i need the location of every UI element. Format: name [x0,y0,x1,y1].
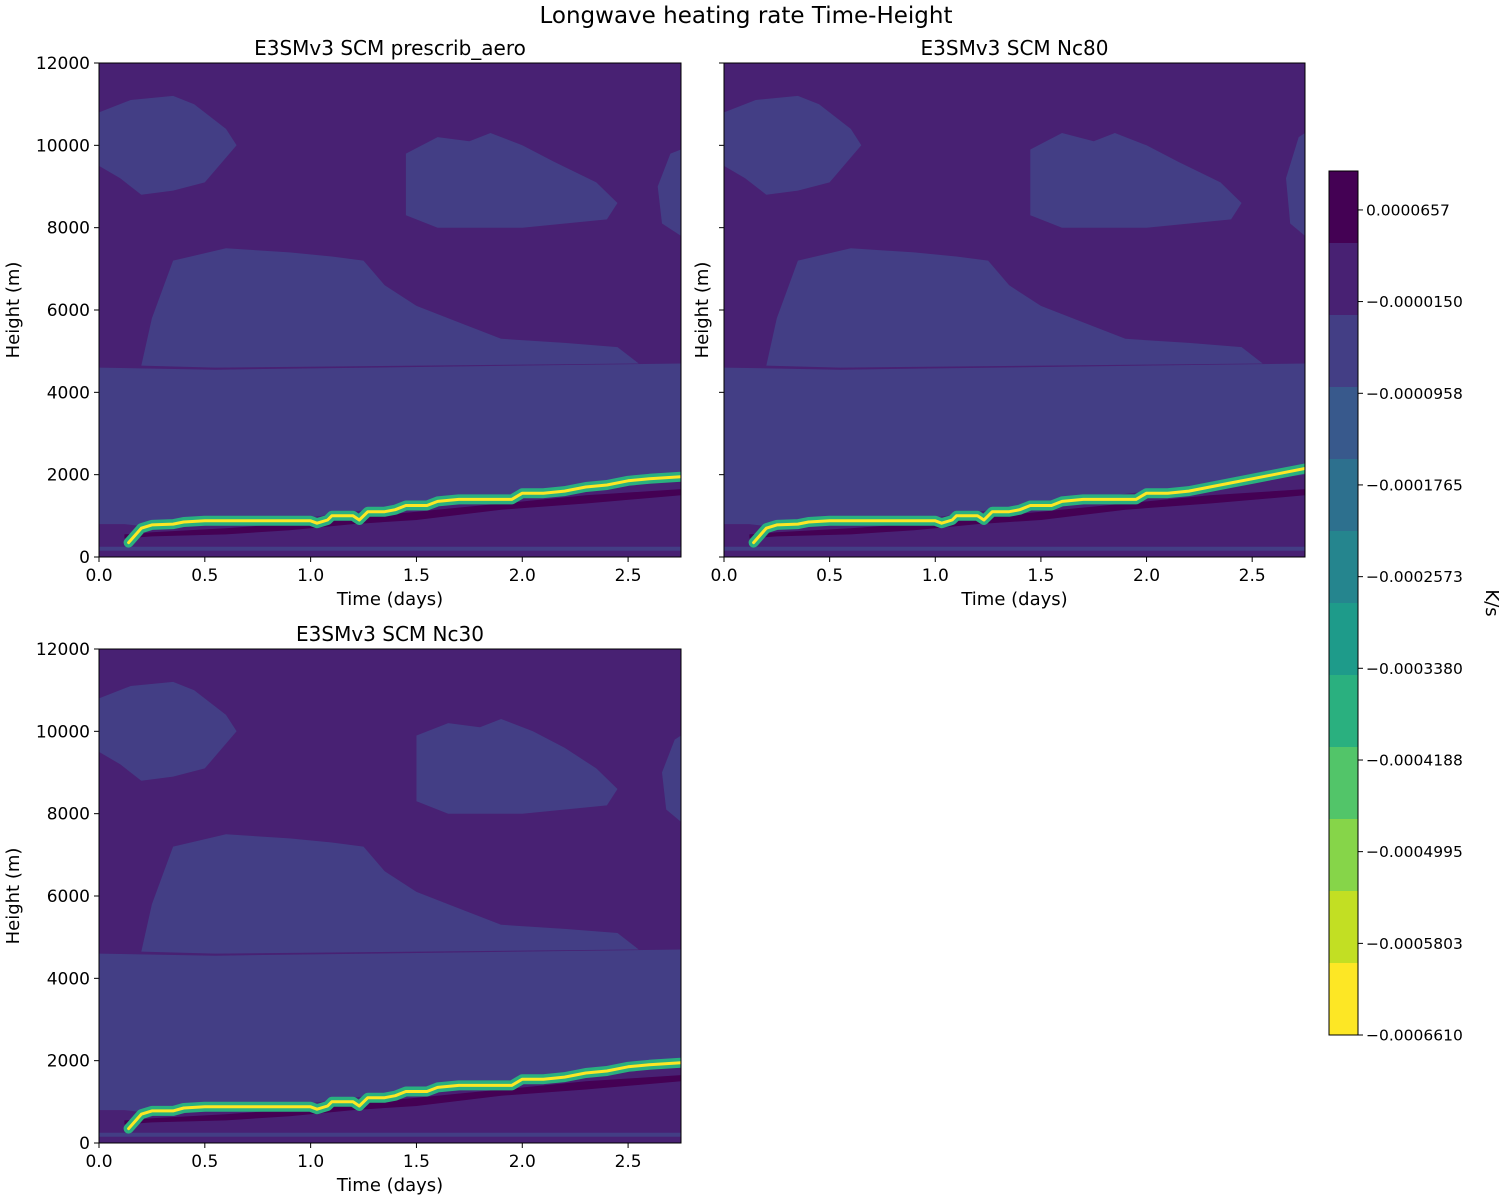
colorbar-tick-label: −0.0005803 [1366,935,1463,953]
x-axis-label: Time (days) [336,1175,443,1196]
inversion-line [752,467,1305,545]
contour-region [99,949,681,1113]
figure-title: Longwave heating rate Time-Height [539,3,952,29]
colorbar-level [1329,459,1358,532]
x-tick-label: 2.0 [509,566,536,586]
subplot-1: 0.0 0.5 1.0 1.5 2.0 2.5 0 2000 4000 6000 8000 10000… [3,36,682,610]
contour-region [99,95,237,195]
y-tick-label: 12000 [36,640,90,660]
x-tick-label: 0.5 [191,1152,218,1172]
y-tick-label: 2000 [47,1052,90,1072]
inversion-line [127,475,681,545]
y-tick-label: 4000 [47,383,90,403]
x-tick-label: 0.5 [191,566,218,586]
subplot-title: E3SMv3 SCM Nc30 [296,622,484,646]
colorbar-level [1329,243,1358,316]
x-tick-label: 1.0 [297,1152,324,1172]
y-axis-label: Height (m) [692,262,713,359]
colorbar-tick-label: −0.0000958 [1366,385,1463,403]
x-tick-label: 2.5 [615,566,642,586]
contour-field [99,649,681,1143]
x-tick-label: 1.0 [922,566,949,586]
x-axis-label: Time (days) [960,589,1067,610]
contour-field [99,63,681,557]
colorbar-level [1329,603,1358,676]
x-tick-label: 0.5 [816,566,843,586]
x-tick-label: 1.0 [297,566,324,586]
colorbar-level [1329,171,1358,244]
x-axis-label: Time (days) [336,589,443,610]
contour-region [724,546,1305,551]
y-tick-label: 2000 [47,466,90,486]
colorbar-label: K/s [1481,589,1500,616]
inversion-line [127,1061,681,1131]
x-tick-label: 0.0 [85,1152,112,1172]
contour-region [1286,133,1305,236]
x-tick-label: 1.5 [403,566,430,586]
contour-region [724,95,862,195]
colorbar-level [1329,531,1358,604]
x-tick-label: 2.0 [509,1152,536,1172]
colorbar-tick-label: −0.0002573 [1366,568,1463,586]
colorbar-level [1329,315,1358,388]
subplot-2: 0.0 0.5 1.0 1.5 2.0 2.5 E3SMv3 SCM Nc80 Time (d… [692,36,1306,610]
colorbar-tick-label: −0.0004995 [1366,843,1463,861]
y-tick-label: 0 [79,548,90,568]
y-tick-label: 4000 [47,969,90,989]
subplot-title: E3SMv3 SCM Nc80 [921,36,1109,60]
colorbar-level [1329,891,1358,964]
y-tick-label: 6000 [47,887,90,907]
x-tick-label: 0.0 [710,566,737,586]
x-tick-label: 2.0 [1133,566,1160,586]
x-tick-label: 2.5 [615,1152,642,1172]
colorbar-level [1329,963,1358,1036]
x-tick-label: 0.0 [85,566,112,586]
y-tick-label: 8000 [47,805,90,825]
colorbar: 0.0000657 −0.0000150 −0.0000958 −0.0001765 −… [1328,170,1500,1045]
contour-region [1030,133,1242,228]
colorbar-tick-label: −0.0000150 [1366,293,1463,311]
contour-region [405,133,618,228]
x-tick-label: 2.5 [1239,566,1266,586]
contour-region [99,1132,681,1137]
subplot-title: E3SMv3 SCM prescrib_aero [254,36,526,60]
colorbar-level [1329,747,1358,820]
colorbar-tick-label: −0.0003380 [1366,660,1463,678]
y-tick-label: 0 [79,1134,90,1154]
contour-region [749,489,1305,539]
colorbar-level [1329,819,1358,892]
colorbar-tick-label: 0.0000657 [1366,201,1450,219]
y-tick-label: 10000 [36,722,90,742]
x-tick-label: 1.5 [403,1152,430,1172]
contour-region [141,248,639,368]
contour-field [724,63,1305,557]
contour-region [766,248,1263,368]
contour-region [657,149,681,236]
colorbar-level [1329,387,1358,460]
subplot-3: 0.0 0.5 1.0 1.5 2.0 2.5 0 2000 4000 6000 8000 10000… [3,622,682,1196]
contour-region [662,735,681,822]
colorbar-level [1329,675,1358,748]
contour-region [124,489,681,539]
contour-region [99,681,237,781]
contour-region [416,719,618,814]
contour-region [141,834,639,954]
contour-region [99,363,681,527]
colorbar-tick-label: −0.0006610 [1366,1027,1463,1045]
panels: 0.0 0.5 1.0 1.5 2.0 2.5 0 2000 4000 6000 8000 10000… [3,36,1306,1196]
y-axis-label: Height (m) [3,262,24,359]
colorbar-tick-label: −0.0004188 [1366,752,1463,770]
y-tick-label: 8000 [47,219,90,239]
y-tick-label: 6000 [47,301,90,321]
y-axis-label: Height (m) [3,848,24,945]
colorbar-frame [1328,170,1359,1036]
contour-region [124,1075,681,1125]
contour-region [99,546,681,551]
y-tick-label: 10000 [36,136,90,156]
y-tick-label: 12000 [36,54,90,74]
colorbar-tick-label: −0.0001765 [1366,476,1463,494]
x-tick-label: 1.5 [1027,566,1054,586]
contour-region [724,363,1305,527]
